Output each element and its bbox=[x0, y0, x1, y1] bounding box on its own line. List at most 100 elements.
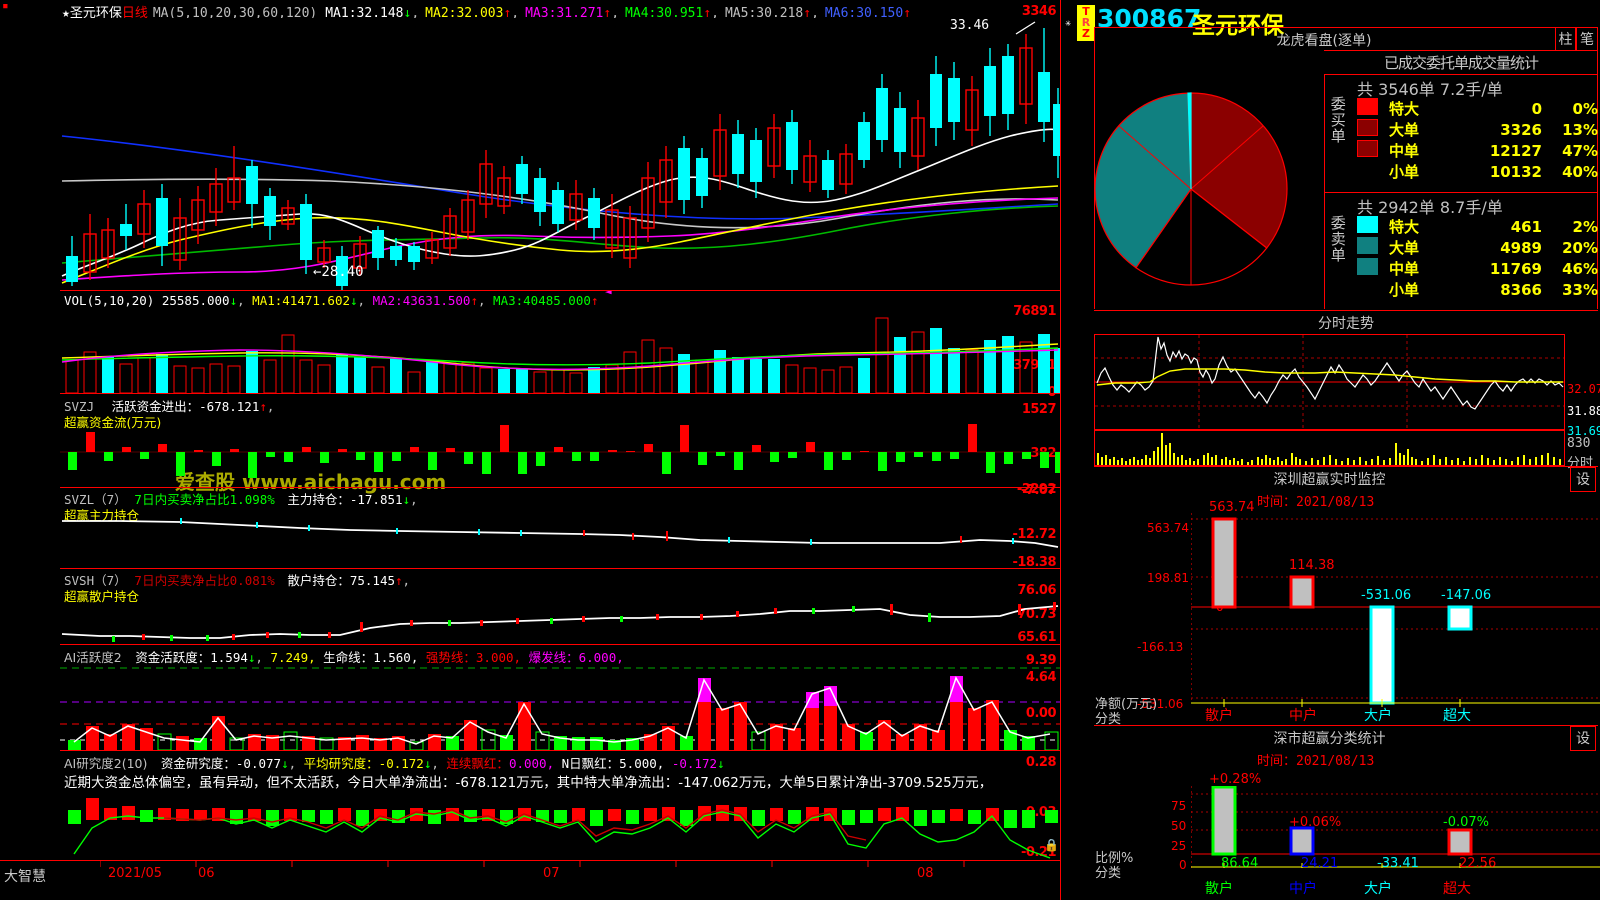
monitor-time-label: 时间： bbox=[1257, 495, 1297, 510]
ai-active-f1-arrow-icon: ↓ bbox=[247, 650, 256, 665]
ai-research-f5-arrow-icon: ↓ bbox=[717, 756, 725, 771]
classify-pct-1: +0.06% bbox=[1289, 815, 1342, 830]
svsh-axis-tick-2: 65.61 bbox=[1017, 630, 1056, 645]
ma5-label: MA5: bbox=[724, 6, 757, 21]
classify-settings-button[interactable]: 设 bbox=[1570, 726, 1596, 751]
order-view-column-button[interactable]: 柱 bbox=[1555, 27, 1576, 51]
classify-time-value: 2021/08/13 bbox=[1296, 754, 1375, 769]
buy-summary: 共 3546单 7.2手/单 bbox=[1357, 80, 1503, 99]
classify-time-label: 时间： bbox=[1257, 754, 1297, 769]
monitor-value-1: 114.38 bbox=[1289, 558, 1335, 573]
sell-label-medium: 中单 bbox=[1389, 260, 1420, 278]
ai-research-f1-arrow-icon: ↓ bbox=[281, 756, 289, 771]
svsh-subtitle: 超赢散户持仓 bbox=[64, 589, 140, 604]
kline-period[interactable]: 日线 bbox=[121, 6, 148, 21]
buy-pct-small: 40% bbox=[1562, 162, 1598, 181]
sell-label-small: 小单 bbox=[1389, 281, 1420, 299]
order-panel-title: 龙虎看盘(逐单) bbox=[1276, 33, 1372, 49]
monitor-title: 深圳超赢实时监控 bbox=[1273, 472, 1386, 488]
monitor-value-2: -531.06 bbox=[1361, 588, 1412, 603]
table-row[interactable]: 大单 3326 13% bbox=[1357, 119, 1598, 140]
sell-orders-table: 特大 461 2% 大单 4989 20% 中单 11769 46% bbox=[1357, 216, 1598, 300]
classify-pct-0: +0.28% bbox=[1209, 772, 1262, 787]
sell-count-xl: 461 bbox=[1510, 217, 1542, 236]
order-stats-title: 已成交委托单成交量统计 bbox=[1383, 54, 1539, 72]
classify-category-3: 超大 bbox=[1443, 881, 1471, 897]
svzl-canvas[interactable] bbox=[60, 500, 1060, 570]
ma6-label: MA6: bbox=[824, 6, 857, 21]
table-row[interactable]: 中单 11769 46% bbox=[1357, 258, 1598, 279]
x-axis-ticks bbox=[100, 860, 965, 867]
buy-count-xl: 0 bbox=[1531, 99, 1542, 118]
market-tag-badge: T R Z bbox=[1077, 5, 1095, 41]
ai-active-f5-label: 爆发线： bbox=[528, 650, 579, 665]
svzj-header: SVZJ 活跃资金进出：-678.121↑, bbox=[64, 399, 275, 414]
table-row[interactable]: 中单 12127 47% bbox=[1357, 140, 1598, 161]
sell-label-xl: 特大 bbox=[1389, 218, 1420, 236]
ai-research-f2-value: -0.172 bbox=[378, 756, 424, 771]
table-row[interactable]: 小单 8366 33% bbox=[1357, 279, 1598, 300]
ma4-arrow-icon: ↑ bbox=[703, 6, 712, 21]
monitor-bar-canvas[interactable] bbox=[1191, 513, 1600, 713]
svzj-axis-tick-0: 1527 bbox=[1021, 402, 1057, 417]
svzl-header: SVZL（7） 7日内买卖净占比1.098% 主力持仓：-17.851↓, bbox=[64, 492, 418, 507]
intraday-volume-chart-frame[interactable] bbox=[1094, 430, 1565, 466]
stock-code[interactable]: 300867 bbox=[1097, 4, 1202, 33]
buy-swatch-medium bbox=[1357, 140, 1378, 157]
ai-active-axis-tick-2: 0.00 bbox=[1025, 706, 1057, 721]
vol-canvas[interactable] bbox=[60, 310, 1060, 393]
classify-axis-tick-3: 0 bbox=[1179, 858, 1187, 872]
ai-research-f4-label: N日飘红： bbox=[561, 756, 620, 771]
buy-label-medium: 中单 bbox=[1389, 142, 1420, 160]
svzj-canvas[interactable] bbox=[60, 420, 1060, 487]
favorite-star-icon[interactable]: ★ bbox=[62, 6, 70, 21]
svzl-code: SVZL（7） bbox=[64, 492, 127, 507]
vol-axis-tick-2: 0 bbox=[1047, 385, 1056, 400]
header-marker-icon: ✳ bbox=[1065, 18, 1072, 29]
ai-research-canvas[interactable] bbox=[60, 788, 1060, 860]
ai-active-axis-tick-1: 4.64 bbox=[1025, 670, 1057, 685]
svsh-canvas[interactable] bbox=[60, 578, 1060, 644]
ai-research-f3-value: 0.000, bbox=[508, 756, 555, 771]
svsh-holding-value: 75.145 bbox=[349, 573, 395, 588]
monitor-value-0: 563.74 bbox=[1209, 500, 1255, 515]
lock-icon[interactable]: 🔒 bbox=[1044, 838, 1059, 852]
tag-line-3: Z bbox=[1082, 27, 1090, 40]
table-row[interactable]: 大单 4989 20% bbox=[1357, 237, 1598, 258]
table-row[interactable]: 小单 10132 40% bbox=[1357, 161, 1598, 182]
table-row[interactable]: 特大 461 2% bbox=[1357, 216, 1598, 237]
classify-value-1: 24.21 bbox=[1301, 856, 1339, 871]
classify-category-2: 大户 bbox=[1364, 881, 1392, 897]
order-view-stroke-button[interactable]: 笔 bbox=[1576, 27, 1598, 51]
svsh-code: SVSH（7） bbox=[64, 573, 127, 588]
svzj-code: SVZJ bbox=[64, 399, 95, 414]
monitor-settings-button[interactable]: 设 bbox=[1570, 467, 1596, 492]
cursor-arrow-icon: ◄ bbox=[605, 285, 612, 298]
table-row[interactable]: 特大 0 0% bbox=[1357, 98, 1598, 119]
kline-canvas[interactable] bbox=[60, 18, 1060, 290]
ai-active-canvas[interactable] bbox=[60, 662, 1060, 750]
vol-ma2-arrow-icon: ↑ bbox=[470, 293, 478, 308]
vol-ma1-arrow-icon: ↓ bbox=[350, 293, 358, 308]
classify-bar-canvas[interactable] bbox=[1191, 786, 1600, 868]
monitor-axis-caption: 净额(万元) 分类 bbox=[1095, 697, 1157, 727]
x-axis-tick-2: 07 bbox=[543, 866, 560, 881]
monitor-category-1: 中户 bbox=[1289, 708, 1317, 724]
classify-axis-caption-2: 分类 bbox=[1095, 866, 1122, 881]
sell-pct-small: 33% bbox=[1562, 280, 1598, 299]
ma6-arrow-icon: ↑ bbox=[903, 6, 912, 21]
sell-pct-large: 20% bbox=[1562, 238, 1598, 257]
buy-side-label: 委买单 bbox=[1328, 96, 1347, 144]
ma2-arrow-icon: ↑ bbox=[503, 6, 512, 21]
sell-side-label: 委卖单 bbox=[1328, 215, 1347, 263]
sell-count-large: 4989 bbox=[1500, 238, 1542, 257]
classify-title: 深市超赢分类统计 bbox=[1273, 731, 1386, 747]
cursor-marker-icon: ▪ bbox=[2, 0, 9, 12]
tag-line-1: T bbox=[1082, 5, 1090, 18]
intraday-price-chart-frame[interactable] bbox=[1094, 334, 1565, 430]
monitor-category-2: 大户 bbox=[1364, 708, 1392, 724]
stock-name[interactable]: 圣元环保 bbox=[1192, 13, 1284, 39]
classify-axis-tick-0: 75 bbox=[1171, 799, 1187, 813]
detail-column: ✳ T R Z 300867 圣元环保 龙虎看盘(逐单) 柱 笔 bbox=[1060, 0, 1600, 900]
